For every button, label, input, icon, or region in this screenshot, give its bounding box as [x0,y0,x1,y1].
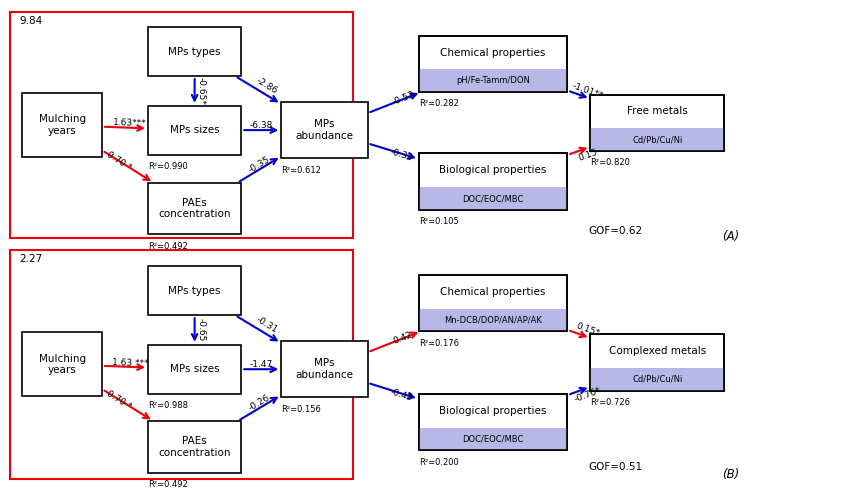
Text: R²=0.988: R²=0.988 [148,401,188,410]
Text: -6.38: -6.38 [249,121,273,130]
Text: -2.86: -2.86 [254,76,279,96]
Text: Mulching
years: Mulching years [39,354,86,375]
Text: 1.63***: 1.63*** [113,118,147,129]
Text: 2.27: 2.27 [19,254,42,264]
Bar [148,183,241,235]
Text: GOF=0.62: GOF=0.62 [588,226,643,236]
Text: -0.53: -0.53 [390,90,415,107]
Text: -0.76*: -0.76* [573,386,602,404]
Bar [419,275,567,331]
Text: (A): (A) [722,230,740,243]
Bar [419,187,567,210]
Bar [419,428,567,451]
Text: R²=0.492: R²=0.492 [148,480,188,489]
Bar [10,250,353,479]
Bar [10,12,353,238]
Text: -0.45: -0.45 [389,387,414,403]
Bar [590,95,725,151]
Bar [281,102,368,159]
Text: -1.47: -1.47 [250,360,272,369]
Text: R²=0.990: R²=0.990 [148,162,188,171]
Text: (B): (B) [722,468,740,481]
Text: MPs sizes: MPs sizes [170,364,220,374]
Text: -0.31: -0.31 [254,315,279,335]
Text: MPs
abundance: MPs abundance [295,119,354,141]
Bar [148,345,241,394]
Text: R²=0.492: R²=0.492 [148,242,188,251]
Bar [419,394,567,451]
Bar [590,334,725,391]
Text: 0.15*: 0.15* [574,322,600,338]
Bar [419,309,567,331]
Bar [148,421,241,472]
Text: MPs sizes: MPs sizes [170,125,220,135]
Text: 0.70 *: 0.70 * [106,151,133,173]
Text: Chemical properties: Chemical properties [440,287,546,297]
Bar [590,95,725,151]
Text: Mulching
years: Mulching years [39,114,86,136]
Text: GOF=0.51: GOF=0.51 [588,463,643,472]
Text: Cd/Pb/Cu/Ni: Cd/Pb/Cu/Ni [632,375,682,384]
Text: -0.26: -0.26 [247,393,272,413]
Text: MPs types: MPs types [169,47,221,56]
Text: 9.84: 9.84 [19,16,42,26]
Bar [590,334,725,391]
Bar [419,154,567,210]
Bar [22,332,102,396]
Text: DOC/EOC/MBC: DOC/EOC/MBC [463,435,523,444]
Text: PAEs
concentration: PAEs concentration [158,436,231,458]
Bar [419,394,567,451]
Text: MPs
abundance: MPs abundance [295,358,354,380]
Bar [148,266,241,315]
Text: Free metals: Free metals [627,107,688,116]
Bar [419,275,567,331]
Text: PAEs
concentration: PAEs concentration [158,198,231,219]
Bar [590,129,725,151]
Text: Chemical properties: Chemical properties [440,48,546,57]
Text: Complexed metals: Complexed metals [609,346,706,356]
Text: MPs types: MPs types [169,286,221,296]
Text: R²=0.820: R²=0.820 [590,159,631,167]
Text: -0.65*: -0.65* [197,77,206,105]
Text: 1.63 ***: 1.63 *** [112,357,149,368]
Bar [590,368,725,391]
Text: 0.70 *: 0.70 * [105,389,133,411]
Bar [148,27,241,76]
Bar [148,106,241,155]
Bar [419,36,567,92]
Text: 0.15: 0.15 [577,147,599,163]
Text: pH/Fe-Tamm/DON: pH/Fe-Tamm/DON [456,76,530,85]
Text: R²=0.200: R²=0.200 [419,458,458,467]
Text: R²=0.176: R²=0.176 [419,339,458,348]
Text: -0.32: -0.32 [389,147,414,163]
Text: R²=0.282: R²=0.282 [419,100,458,109]
Text: Cd/Pb/Cu/Ni: Cd/Pb/Cu/Ni [632,135,682,144]
Text: -0.65: -0.65 [197,318,206,342]
Text: DOC/EOC/MBC: DOC/EOC/MBC [463,194,523,203]
Bar [281,341,368,398]
Text: -0.35: -0.35 [247,155,272,175]
Text: Biological properties: Biological properties [439,165,547,175]
Text: R²=0.156: R²=0.156 [281,405,321,414]
Bar [419,154,567,210]
Text: Mn-DCB/DOP/AN/AP/AK: Mn-DCB/DOP/AN/AP/AK [444,315,542,325]
Text: Biological properties: Biological properties [439,406,547,416]
Text: 0.42: 0.42 [392,330,414,346]
Bar [419,70,567,92]
Text: R²=0.105: R²=0.105 [419,217,458,226]
Text: R²=0.612: R²=0.612 [281,166,321,175]
Text: -1.01**: -1.01** [571,81,605,100]
Text: R²=0.726: R²=0.726 [590,398,631,407]
Bar [22,93,102,157]
Bar [419,36,567,92]
